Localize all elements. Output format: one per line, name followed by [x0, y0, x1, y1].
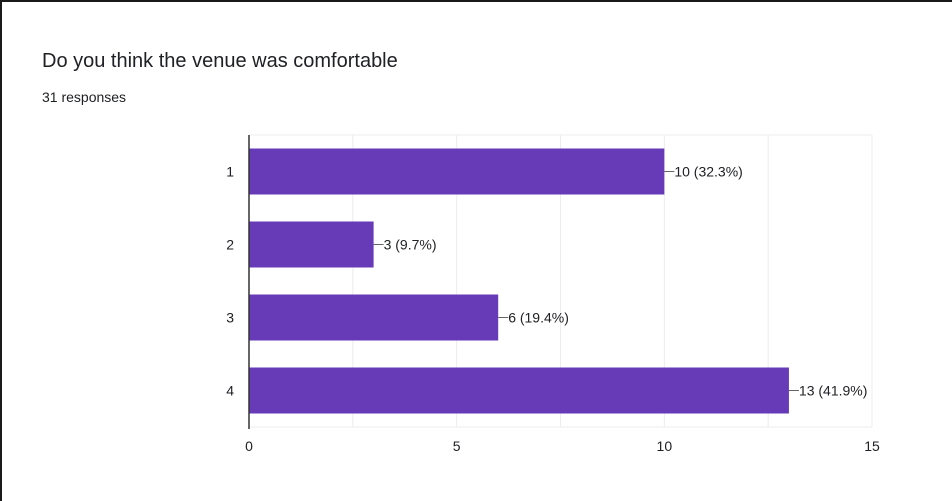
category-label: 1 [226, 164, 234, 180]
data-label: 10 (32.3%) [674, 164, 742, 180]
bar [249, 367, 789, 414]
data-label: 6 (19.4%) [508, 310, 569, 326]
bar [249, 148, 665, 195]
bar [249, 221, 374, 268]
category-label: 4 [226, 383, 234, 399]
category-label: 3 [226, 310, 234, 326]
x-tick-label: 15 [864, 438, 880, 454]
bar [249, 294, 499, 341]
chart-title: Do you think the venue was comfortable [42, 50, 398, 72]
data-label: 13 (41.9%) [799, 383, 867, 399]
x-tick-label: 10 [657, 438, 673, 454]
response-count: 31 responses [42, 89, 127, 105]
x-tick-label: 5 [453, 438, 461, 454]
category-label: 2 [226, 237, 234, 253]
data-label: 3 (9.7%) [384, 237, 437, 253]
x-tick-label: 0 [245, 438, 253, 454]
